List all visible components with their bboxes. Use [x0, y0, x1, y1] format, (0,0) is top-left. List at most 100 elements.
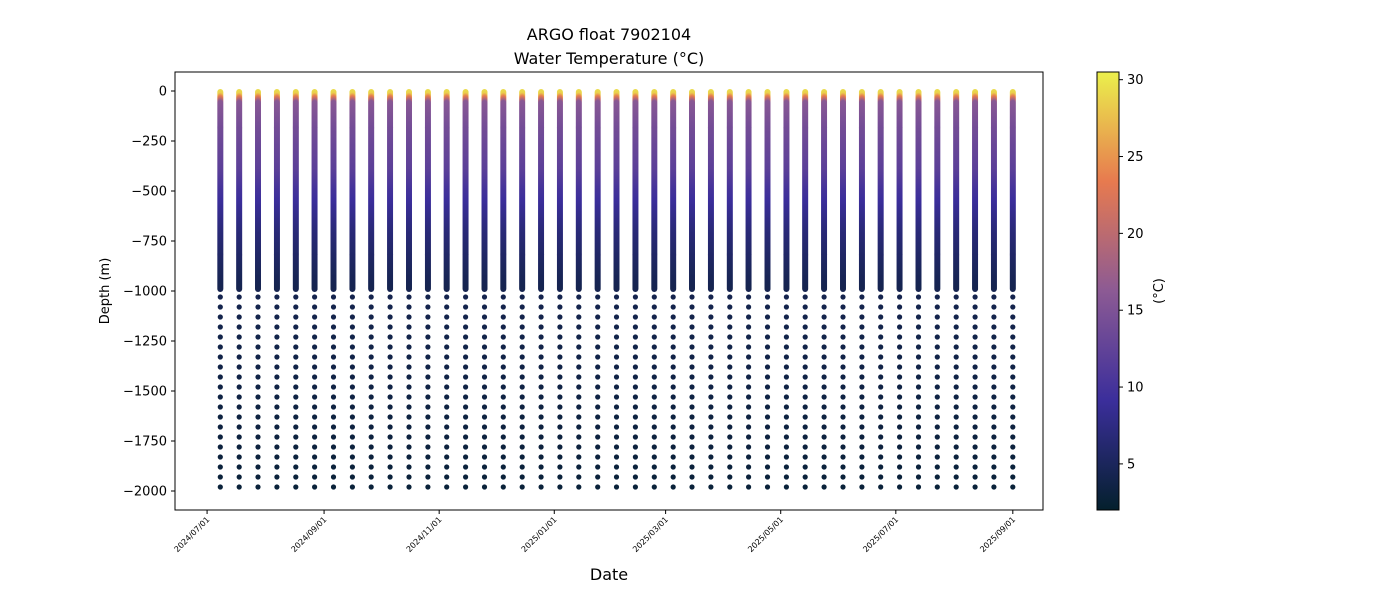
data-point	[481, 484, 488, 490]
data-point	[576, 404, 582, 410]
data-point	[595, 474, 601, 480]
data-point	[500, 444, 506, 450]
data-point	[217, 286, 224, 292]
data-point	[387, 384, 393, 390]
profile-2025-02-03	[613, 89, 620, 490]
data-point	[349, 314, 355, 320]
data-point	[274, 444, 280, 450]
data-point	[236, 454, 242, 460]
data-point	[387, 484, 393, 490]
data-point	[481, 394, 488, 400]
data-point	[613, 474, 620, 480]
data-point	[406, 484, 412, 490]
data-point	[349, 286, 356, 292]
data-point	[500, 464, 506, 470]
data-point	[406, 474, 412, 480]
data-point	[595, 314, 601, 320]
data-point	[519, 424, 525, 430]
data-point	[406, 374, 412, 380]
data-point	[349, 324, 355, 330]
data-point	[236, 334, 242, 340]
data-point	[519, 464, 525, 470]
data-point	[349, 354, 355, 360]
data-point	[557, 344, 563, 350]
data-point	[463, 294, 469, 300]
data-point	[406, 314, 412, 320]
data-point	[557, 454, 563, 460]
data-point	[236, 354, 242, 360]
data-point	[312, 304, 318, 310]
data-point	[217, 394, 223, 400]
data-point	[273, 286, 280, 292]
data-point	[538, 384, 544, 390]
data-point	[519, 314, 525, 320]
profile-2024-11-05	[443, 89, 450, 490]
data-point	[293, 384, 299, 390]
data-point	[368, 434, 374, 440]
data-point	[312, 374, 318, 380]
data-point	[368, 314, 374, 320]
data-point	[444, 464, 450, 470]
data-point	[274, 384, 280, 390]
data-point	[387, 304, 393, 310]
data-point	[368, 294, 374, 300]
data-point	[613, 434, 620, 440]
data-point	[274, 344, 280, 350]
data-point	[500, 454, 506, 460]
data-point	[387, 444, 393, 450]
data-point	[312, 454, 318, 460]
data-point	[519, 334, 525, 340]
data-point	[444, 374, 450, 380]
data-point	[255, 354, 261, 360]
data-point	[557, 324, 563, 330]
data-point	[519, 454, 525, 460]
data-point	[217, 484, 223, 490]
data-point	[576, 434, 582, 440]
data-point	[293, 464, 299, 470]
data-point	[444, 484, 450, 490]
data-point	[500, 434, 506, 440]
data-point	[387, 464, 393, 470]
data-point	[613, 394, 620, 400]
data-point	[236, 294, 242, 300]
data-point	[368, 484, 374, 490]
profile-2024-10-16	[406, 89, 412, 490]
data-point	[255, 314, 261, 320]
data-point	[463, 354, 469, 360]
profile-2024-11-25	[481, 89, 488, 490]
data-point	[613, 304, 620, 310]
data-point	[613, 344, 620, 350]
data-point	[425, 314, 431, 320]
data-point	[312, 434, 318, 440]
data-point	[481, 314, 488, 320]
data-point	[387, 454, 393, 460]
data-point	[538, 404, 544, 410]
data-point	[293, 434, 299, 440]
data-point	[349, 424, 355, 430]
data-point	[217, 314, 223, 320]
data-point	[576, 414, 582, 420]
data-point	[519, 364, 525, 370]
data-point	[500, 374, 506, 380]
data-point	[330, 454, 337, 460]
data-point	[613, 384, 620, 390]
data-point	[500, 324, 506, 330]
data-point	[368, 474, 374, 480]
data-point	[481, 384, 488, 390]
profile-2025-02-13	[632, 89, 639, 490]
data-point	[463, 304, 469, 310]
profile-2024-07-08	[217, 89, 224, 490]
data-point	[500, 474, 506, 480]
data-point	[368, 424, 374, 430]
data-point	[236, 404, 242, 410]
data-point	[236, 374, 242, 380]
data-point	[293, 364, 299, 370]
data-point	[444, 354, 450, 360]
data-point	[236, 464, 242, 470]
data-point	[236, 324, 242, 330]
data-point	[595, 364, 601, 370]
data-point	[500, 286, 507, 292]
data-point	[481, 294, 488, 300]
data-point	[425, 294, 431, 300]
